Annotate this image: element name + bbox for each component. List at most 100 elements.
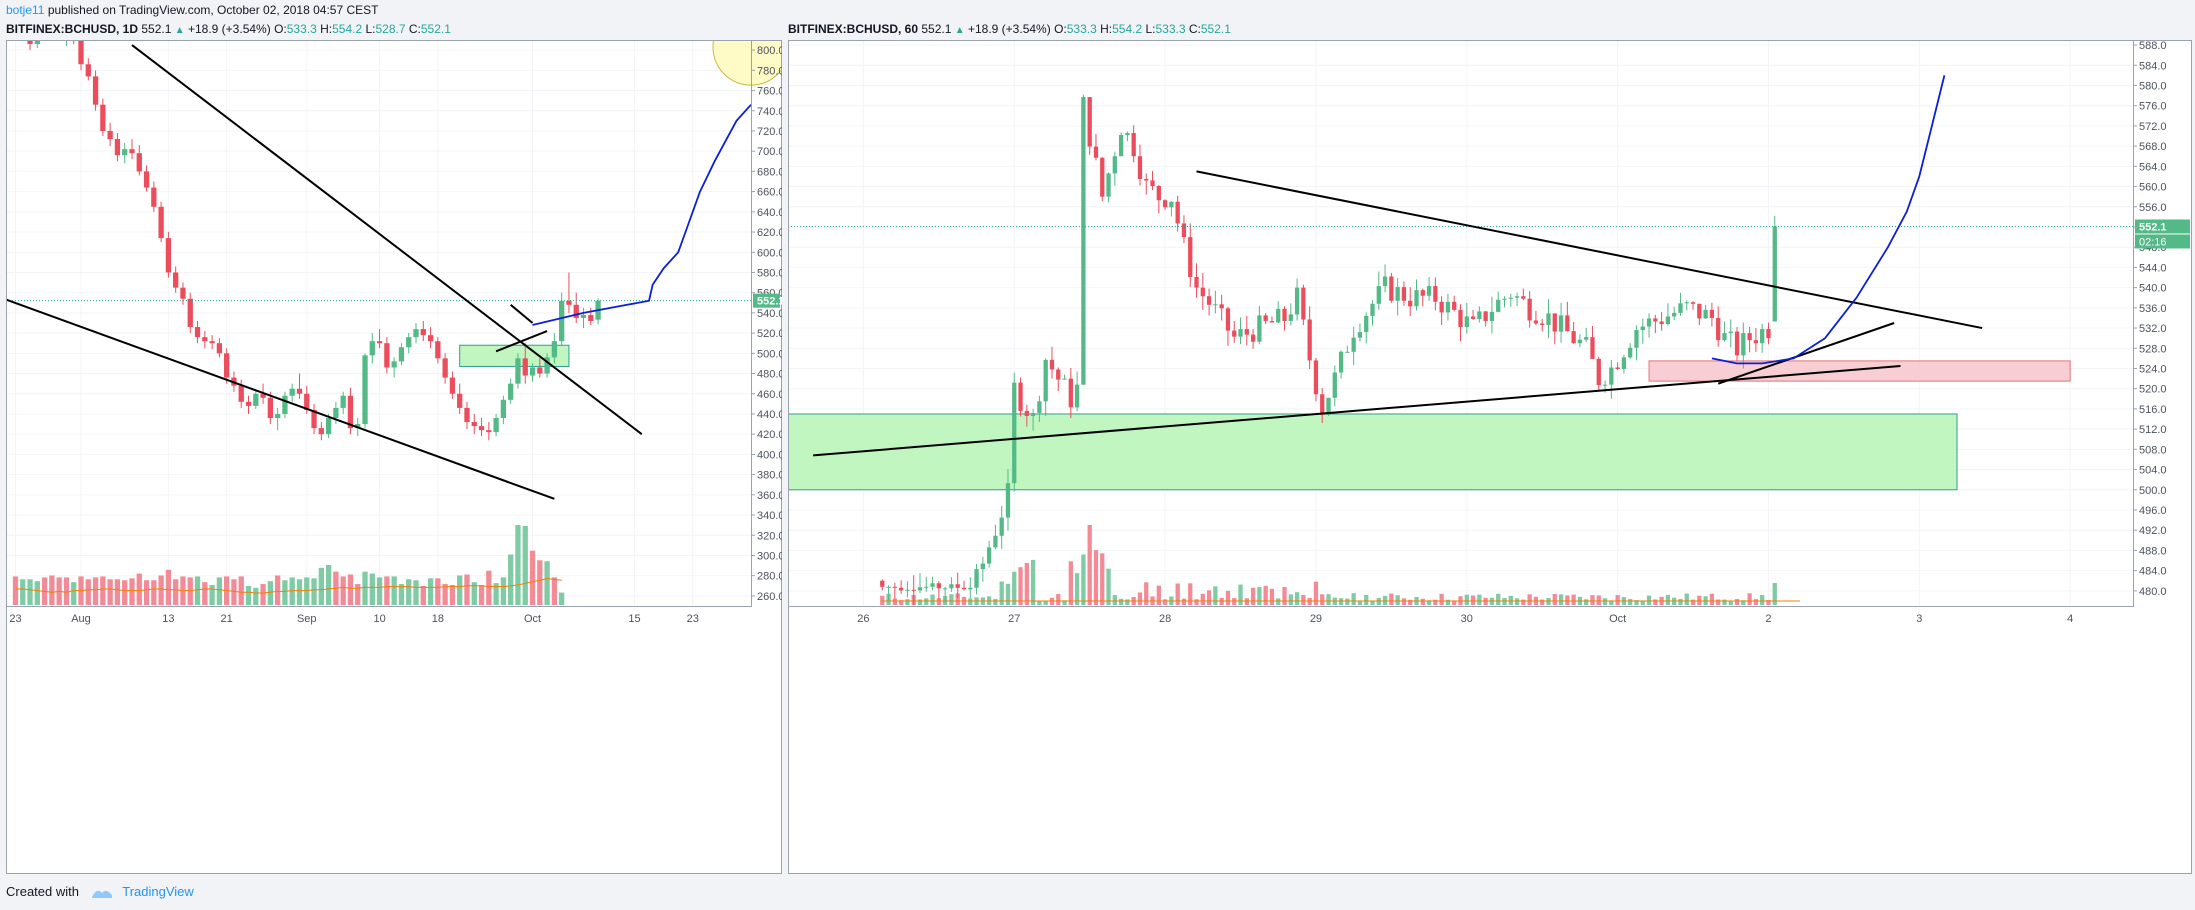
candle-body bbox=[924, 586, 929, 588]
candle-body bbox=[986, 547, 992, 564]
volume-bar bbox=[949, 594, 954, 605]
candle-body bbox=[529, 367, 536, 376]
candle-body bbox=[1106, 173, 1111, 197]
candle-body bbox=[1602, 384, 1608, 386]
up-arrow-icon: ▲ bbox=[954, 25, 965, 36]
trendline bbox=[1717, 322, 1895, 385]
projection-curve bbox=[532, 104, 752, 326]
volume-bar bbox=[478, 585, 485, 605]
volume-bar bbox=[1005, 583, 1011, 605]
y-tick-label: 572.0 bbox=[2139, 121, 2167, 133]
volume-bar bbox=[1408, 599, 1413, 605]
candle-body bbox=[911, 589, 916, 591]
volume-bar bbox=[471, 582, 477, 605]
trendline bbox=[6, 298, 555, 500]
candle-body bbox=[158, 206, 164, 239]
volume-bar bbox=[1527, 594, 1532, 605]
volume-bar bbox=[508, 554, 514, 605]
candle-body bbox=[566, 300, 572, 305]
volume-bar bbox=[1389, 593, 1394, 605]
candle-body bbox=[1470, 316, 1476, 319]
candle-body bbox=[917, 587, 923, 591]
volume-bar bbox=[1684, 593, 1689, 605]
volume-bar bbox=[1294, 592, 1300, 605]
candle-body bbox=[1577, 339, 1583, 344]
volume-bar bbox=[347, 574, 354, 605]
candle-body bbox=[1408, 300, 1413, 307]
candle-body bbox=[1640, 326, 1645, 331]
symbol-label[interactable]: BITFINEX:BCHUSD, 1D bbox=[6, 22, 139, 36]
volume-bar bbox=[1276, 598, 1281, 605]
candle-body bbox=[384, 343, 390, 368]
daily-chart[interactable]: 800.0 780.0 760.0 740.0 720.0 700.0 680.0 660.0… bbox=[6, 40, 782, 874]
up-arrow-icon: ▲ bbox=[174, 25, 185, 36]
symbol-label[interactable]: BITFINEX:BCHUSD, 60 bbox=[788, 22, 919, 36]
candle-body bbox=[435, 341, 441, 359]
y-tick-label: 520.0 bbox=[757, 328, 782, 340]
candle-body bbox=[1646, 318, 1652, 327]
volume-bar bbox=[1640, 600, 1645, 605]
close-value: 552.1 bbox=[420, 22, 451, 36]
candle-body bbox=[187, 298, 193, 328]
candle-body bbox=[129, 149, 135, 154]
volume-bar bbox=[12, 576, 19, 605]
y-tick-label: 800.0 bbox=[757, 45, 782, 57]
volume-bar bbox=[1552, 594, 1557, 605]
candle-body bbox=[500, 399, 507, 419]
candle-body bbox=[1703, 309, 1708, 319]
volume-bar bbox=[245, 585, 252, 605]
volume-bar bbox=[1144, 582, 1149, 605]
x-tick-label: Sep bbox=[297, 613, 317, 625]
volume-bar bbox=[267, 581, 273, 605]
candle-body bbox=[1753, 340, 1759, 344]
candle-body bbox=[905, 589, 910, 591]
volume-bar bbox=[289, 577, 295, 605]
candle-body bbox=[1068, 378, 1073, 408]
candle-body bbox=[1294, 287, 1300, 315]
candle-body bbox=[180, 287, 186, 299]
candle-body bbox=[1596, 358, 1601, 386]
candle-body bbox=[413, 329, 419, 338]
volume-bar bbox=[968, 598, 973, 605]
open-label: O: bbox=[274, 22, 287, 36]
candle-body bbox=[1458, 309, 1463, 328]
y-tick-label: 524.0 bbox=[2139, 363, 2167, 375]
candle-body bbox=[340, 395, 346, 408]
candle-body bbox=[289, 388, 295, 396]
candle-body bbox=[1175, 201, 1180, 224]
close-label: C: bbox=[408, 22, 421, 36]
volume-bar bbox=[311, 578, 317, 605]
candle-body bbox=[151, 187, 157, 207]
author-link[interactable]: botje11 bbox=[6, 3, 45, 17]
candle-body bbox=[202, 337, 208, 342]
candle-body bbox=[1244, 329, 1249, 335]
candle-body bbox=[955, 584, 960, 588]
candle-body bbox=[1697, 303, 1702, 319]
low-label: L: bbox=[1145, 22, 1156, 36]
x-tick-label: 10 bbox=[373, 613, 385, 625]
candle-body bbox=[1615, 367, 1620, 369]
candle-body bbox=[209, 341, 215, 344]
y-tick-label: 540.0 bbox=[757, 308, 782, 320]
candle-body bbox=[1219, 304, 1224, 309]
volume-bar bbox=[282, 580, 288, 605]
volume-bar bbox=[1370, 600, 1375, 605]
volume-bar bbox=[420, 585, 426, 605]
tradingview-logo-icon bbox=[91, 890, 112, 898]
volume-bar bbox=[1156, 585, 1161, 605]
price-zone bbox=[1648, 360, 2071, 382]
candle-body bbox=[892, 586, 897, 588]
open-value: 533.3 bbox=[1066, 22, 1097, 36]
tradingview-link[interactable]: TradingView bbox=[122, 884, 194, 899]
low-value: 533.3 bbox=[1155, 22, 1186, 36]
candle-body bbox=[1546, 313, 1551, 326]
y-tick-label: 504.0 bbox=[2139, 465, 2167, 477]
candle-body bbox=[1395, 287, 1400, 301]
volume-bar bbox=[1540, 599, 1545, 605]
volume-bar bbox=[1521, 599, 1526, 605]
candle-body bbox=[1225, 308, 1231, 331]
candle-body bbox=[580, 314, 587, 318]
volume-bar bbox=[202, 582, 208, 605]
hourly-chart[interactable]: 588.0 584.0 580.0 576.0 572.0 568.0 564.0 560.0… bbox=[788, 40, 2192, 874]
candle-body bbox=[34, 40, 40, 45]
